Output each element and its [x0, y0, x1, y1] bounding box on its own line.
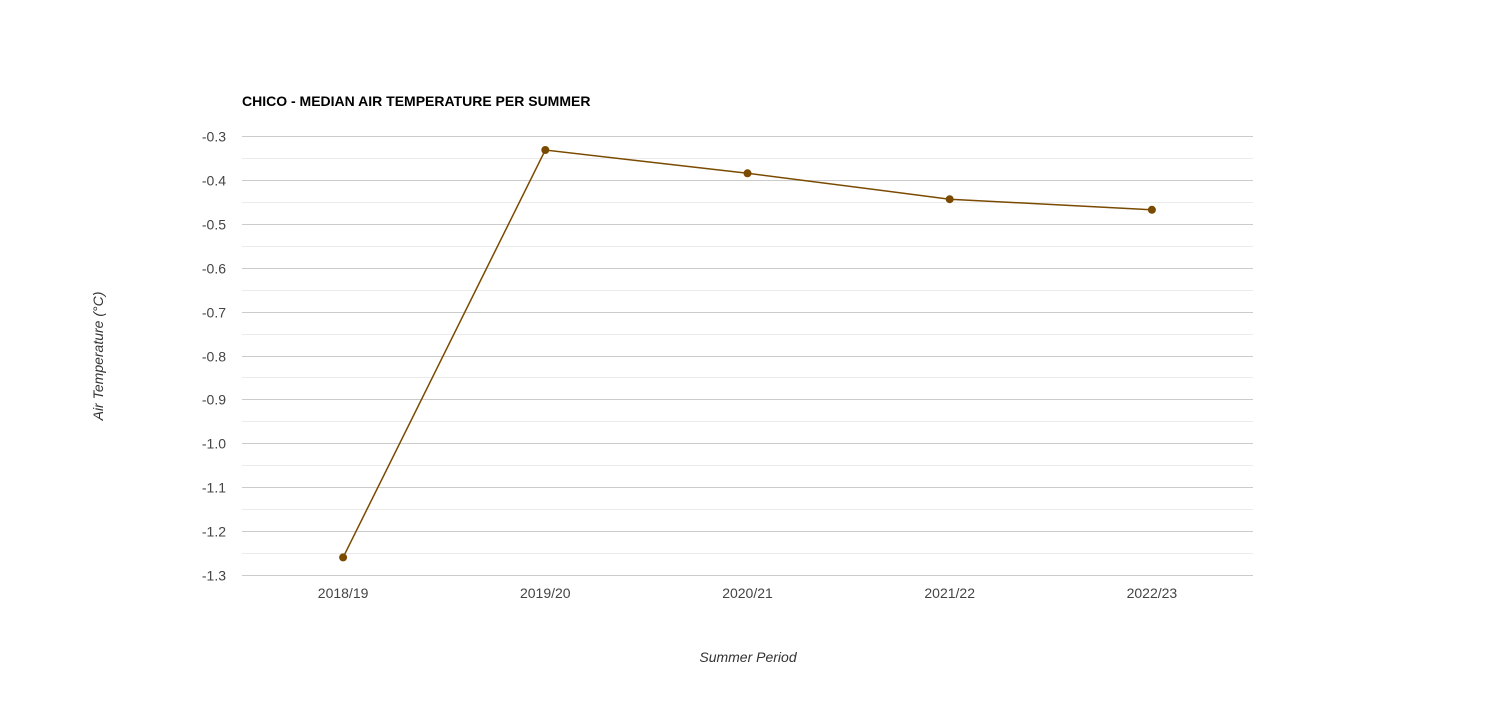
- x-tick-label: 2019/20: [520, 585, 571, 601]
- x-axis-title: Summer Period: [699, 649, 797, 665]
- x-tick-label: 2018/19: [318, 585, 369, 601]
- data-point[interactable]: [1147, 205, 1156, 214]
- y-tick-label: -0.6: [202, 261, 226, 277]
- x-tick-label: 2022/23: [1127, 585, 1178, 601]
- y-tick-label: -1.3: [202, 568, 226, 584]
- data-point[interactable]: [945, 195, 954, 204]
- data-point[interactable]: [339, 553, 348, 562]
- y-tick-label: -1.0: [202, 436, 226, 452]
- y-tick-label: -0.7: [202, 305, 226, 321]
- series-layer: [339, 146, 1156, 562]
- x-tick-label: 2021/22: [924, 585, 975, 601]
- chart-title: CHICO - MEDIAN AIR TEMPERATURE PER SUMME…: [242, 93, 590, 109]
- y-tick-label: -0.5: [202, 217, 226, 233]
- y-tick-label: -0.9: [202, 392, 226, 408]
- x-tick-label: 2020/21: [722, 585, 773, 601]
- y-tick-label: -1.1: [202, 480, 226, 496]
- data-point[interactable]: [743, 169, 752, 178]
- grid-lines: [242, 136, 1253, 576]
- y-axis-title: Air Temperature (°C): [90, 292, 106, 422]
- data-point[interactable]: [541, 146, 550, 154]
- series-line: [342, 149, 1152, 558]
- y-tick-label: -0.4: [202, 173, 226, 189]
- y-tick-label: -0.3: [202, 129, 226, 145]
- y-axis-ticks: -0.3 -0.4 -0.5 -0.6 -0.7 -0.8 -0.9 -1.0 -1.1 -1.2…: [202, 129, 226, 584]
- x-axis-ticks: 2018/19 2019/20 2020/21 2021/22 2022/23: [318, 585, 1178, 601]
- y-tick-label: -0.8: [202, 349, 226, 365]
- y-tick-label: -1.2: [202, 524, 226, 540]
